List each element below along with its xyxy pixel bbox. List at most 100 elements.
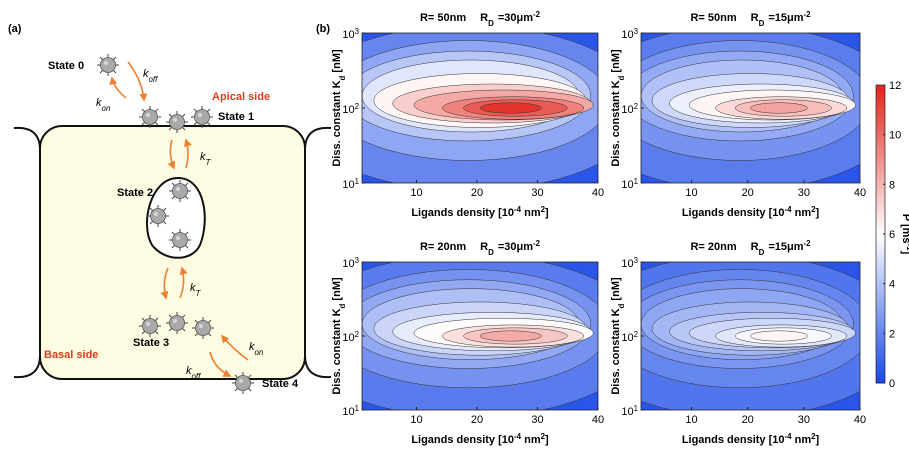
colorbar-cell [876,363,885,369]
text-part: 2 [811,432,816,441]
y-axis-label: Diss. constant Kd [nM] [331,277,347,395]
x-axis-label: Ligands density [10-4 nm2] [411,432,549,447]
text-part: 40 [592,414,604,426]
text-part: nm [521,207,541,219]
colorbar-cell [876,119,885,126]
x-tick-label: 40 [592,187,604,199]
text-part: 10 [342,406,354,418]
state-label: State 2 [117,187,153,199]
contour-field [362,262,598,410]
text-part: 10 [621,179,633,191]
text-part: =15μm [768,241,803,253]
panel-label: (a) [8,23,22,35]
text-part: Diss. constant K [610,308,622,394]
state-label: State 4 [262,378,299,390]
arrows [109,61,249,377]
plot-title: R= 20nm RD =30μm-2 [420,239,541,257]
state-label: State 3 [133,337,169,349]
x-tick-label: 20 [742,414,754,426]
text-part: [nM] [610,49,622,76]
text-part: Ligands density [10 [411,207,514,219]
text-part: d [617,75,626,80]
colorbar-cell [876,238,885,245]
text-part: R= 20nm [420,241,466,253]
text-part: -2 [533,10,541,19]
text-part: 0 [889,378,895,390]
text-part: 4 [889,279,895,291]
text-part: 20 [742,414,754,426]
text-part: d [338,303,347,308]
text-part: 2 [355,102,359,111]
apical-label: Apical side [212,91,270,103]
x-tick-label: 30 [531,187,543,199]
text-part: 30 [798,187,810,199]
text-part: d [617,303,626,308]
colorbar-cell [876,229,885,235]
text-part: ] [816,434,820,446]
text-part: 2 [811,205,816,214]
text-part: 10 [410,414,422,426]
text-part: 30 [531,414,543,426]
x-tick-label: 30 [798,187,810,199]
text-part: 10 [621,258,633,270]
colorbar-cell [876,288,885,295]
vesicle [146,176,206,259]
text-part: 30 [798,414,810,426]
colorbar-cell [876,154,885,160]
text-part: nm [792,207,812,219]
text-part: d [338,75,347,80]
colorbar-tick-label: 12 [889,80,901,92]
colorbar-cell [876,323,885,329]
text-part: -4 [514,205,522,214]
text-part: 2 [355,330,359,339]
text-part: R= 50nm [420,12,466,24]
text-part: 3 [355,256,360,265]
text-part: 20 [471,187,483,199]
colorbar-cell [876,308,885,314]
text-part: R [480,12,488,24]
colorbar-cell [876,94,885,101]
colorbar-cell [876,234,885,240]
contour-plot [361,261,599,411]
colorbar-cell [876,174,885,180]
colorbar-cell [876,199,885,205]
colorbar-cell [876,99,885,106]
text-part: R= 20nm [690,241,736,253]
y-axis-label: Diss. constant Kd [nM] [610,49,626,167]
cell-junction [13,126,332,379]
text-part: 10 [889,130,901,142]
colorbar-cell [876,313,885,319]
cell-diagram [13,53,332,395]
rate-label: kT [190,282,202,298]
y-tick-label: 102 [621,102,638,117]
rate-label: koff [143,68,158,84]
text-part: 10 [342,104,354,116]
text-part: 10 [621,104,633,116]
colorbar-cell [876,109,885,116]
colorbar-cell [876,214,885,220]
colorbar-cell [876,318,885,324]
y-tick-label: 103 [621,256,638,271]
text-part: nm [521,434,541,446]
text-part: D [488,248,494,257]
y-tick-label: 103 [342,27,359,42]
rate-label: kon [249,341,264,357]
x-axis-label: Ligands density [10-4 nm2] [682,432,820,447]
y-tick-label: 103 [342,256,359,271]
colorbar-tick-label: 0 [889,378,895,390]
text-part: 20 [742,187,754,199]
text-part: 2 [889,328,895,340]
colorbar-label: P [ms-1] [900,214,909,255]
text-part: 3 [634,27,639,36]
colorbar-cell [876,179,885,185]
colorbar-cell [876,283,885,290]
text-part: k [190,282,196,294]
text-part: R= 50nm [690,12,736,24]
text-part: State 2 [117,187,153,199]
rate-label: koff [186,365,201,381]
text-part: State 4 [262,378,299,390]
colorbar-cell [876,293,885,300]
contour-field [641,262,860,410]
text-part: Diss. constant K [331,80,343,166]
y-tick-label: 102 [621,330,638,345]
